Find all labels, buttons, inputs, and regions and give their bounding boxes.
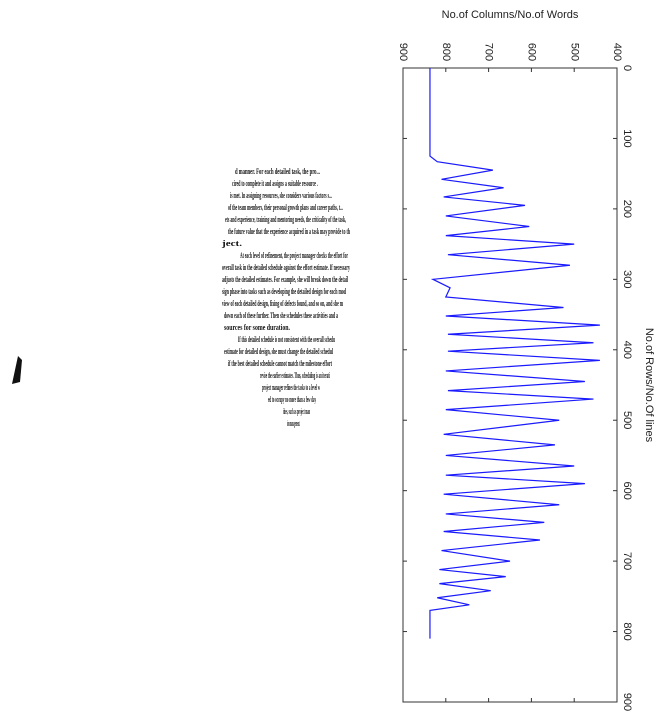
x-axis-label: No.of Rows/No.Of lines bbox=[643, 328, 655, 443]
x-tick-label: 300 bbox=[621, 270, 633, 288]
document-line: ion management. bbox=[287, 419, 300, 428]
document-line: ets and experience, training and mentori… bbox=[225, 215, 346, 224]
document-line: adjusts the detailed estimates. For exam… bbox=[222, 275, 348, 284]
document-line: cired to complete it and assigns a suita… bbox=[232, 179, 318, 188]
y-axis-label: No.of Columns/No.of Words bbox=[442, 9, 579, 21]
document-line: ject. bbox=[221, 239, 242, 248]
document-line: down each of these further. Then she sch… bbox=[224, 311, 338, 320]
document-line: At each level of refinement, the project… bbox=[240, 251, 348, 260]
x-tick-label: 500 bbox=[621, 411, 633, 429]
x-tick-label: 600 bbox=[621, 481, 633, 499]
y-tick-label: 600 bbox=[525, 43, 537, 61]
y-tick-label: 700 bbox=[483, 43, 495, 61]
figure: d manner. For each detailed task, the pr… bbox=[0, 0, 657, 715]
document-line: view of each detailed design, fixing of … bbox=[222, 299, 343, 308]
document-line: overall task in the detailed schedule ag… bbox=[222, 263, 350, 272]
document-line: sign phase into tasks such as developing… bbox=[222, 287, 346, 296]
document-line: d manner. For each detailed task, the pr… bbox=[235, 167, 320, 176]
document-line: ed to occupy no more than a few day bbox=[268, 395, 316, 404]
y-tick-label: 800 bbox=[440, 43, 452, 61]
page: d manner. For each detailed task, the pr… bbox=[0, 0, 657, 715]
x-tick-label: 0 bbox=[621, 65, 633, 71]
x-tick-label: 100 bbox=[621, 129, 633, 147]
x-tick-label: 900 bbox=[621, 693, 633, 711]
document-line: if the best detailed schedule cannot mat… bbox=[228, 359, 332, 368]
document-line: revise the earlier estimates. Thus, sche… bbox=[260, 371, 330, 380]
y-tick-label: 400 bbox=[611, 43, 623, 61]
x-tick-label: 700 bbox=[621, 552, 633, 570]
document-line: If this detailed schedule is not consist… bbox=[238, 335, 335, 344]
y-tick-label: 900 bbox=[397, 43, 409, 61]
y-tick-label: 500 bbox=[568, 43, 580, 61]
document-line: project manager refines the tasks to a l… bbox=[262, 383, 320, 392]
document-line: sources for some duration. bbox=[224, 323, 290, 332]
document-line: estimate for detailed design, she must c… bbox=[224, 347, 333, 356]
x-tick-label: 200 bbox=[621, 200, 633, 218]
document-image: d manner. For each detailed task, the pr… bbox=[221, 167, 351, 428]
document-line: ities, such as project man bbox=[283, 407, 310, 416]
document-line: is met. In assigning resources, she cons… bbox=[230, 191, 332, 200]
scan-artifact bbox=[12, 356, 22, 384]
document-line: of the team members, their personal grow… bbox=[228, 203, 343, 212]
data-line bbox=[430, 68, 600, 639]
plot-frame bbox=[403, 68, 617, 702]
x-tick-label: 800 bbox=[621, 622, 633, 640]
document-line: the future value that the experience acq… bbox=[228, 227, 350, 236]
x-tick-label: 400 bbox=[621, 341, 633, 359]
